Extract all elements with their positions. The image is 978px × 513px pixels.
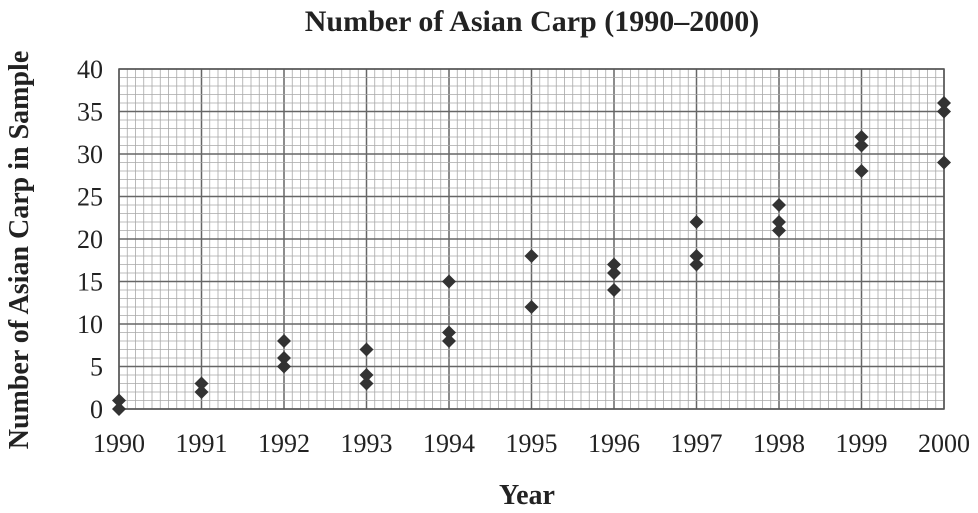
x-tick-label: 1991	[176, 429, 228, 458]
data-point	[359, 376, 374, 391]
data-point	[689, 257, 704, 272]
x-tick-label: 1994	[423, 429, 475, 458]
chart-title: Number of Asian Carp (1990–2000)	[305, 5, 759, 38]
y-tick-label: 15	[77, 268, 103, 297]
x-tick-label: 1999	[836, 429, 888, 458]
data-point	[194, 385, 209, 399]
data-point	[772, 215, 786, 229]
x-tick-labels: 1990 1991 1992 1993 1994 1995 1996 1997 1998 1999…	[93, 429, 970, 458]
data-point	[112, 393, 126, 408]
data-point	[442, 274, 456, 289]
y-axis-label: Number of Asian Carp in Sample	[4, 51, 35, 450]
data-point	[854, 130, 869, 144]
y-tick-label: 25	[77, 183, 103, 212]
data-points	[112, 96, 951, 416]
data-point	[112, 402, 126, 416]
plot-frame	[118, 68, 945, 410]
data-point	[937, 104, 951, 119]
y-tick-label: 20	[77, 225, 103, 254]
data-point	[194, 376, 209, 391]
x-tick-label: 1997	[671, 429, 723, 458]
data-point	[524, 249, 539, 263]
data-point	[772, 198, 786, 212]
data-point	[277, 334, 291, 348]
data-point	[854, 138, 869, 153]
data-point	[772, 223, 786, 238]
x-tick-label: 1995	[506, 429, 558, 458]
y-tick-label: 10	[77, 310, 103, 339]
data-point	[607, 283, 621, 297]
y-tick-label: 30	[77, 140, 103, 169]
grid	[118, 68, 945, 410]
data-point	[937, 155, 951, 170]
y-tick-label: 0	[90, 395, 103, 424]
data-point	[607, 266, 621, 280]
y-tick-label: 35	[77, 98, 103, 127]
data-point	[524, 300, 539, 314]
data-point	[689, 249, 704, 263]
x-tick-label: 1996	[588, 429, 640, 458]
x-tick-label: 1998	[753, 429, 805, 458]
data-point	[359, 342, 374, 357]
data-point	[607, 257, 621, 272]
data-point	[854, 164, 869, 178]
y-tick-labels: 0 5 10 15 20 25 30 35 40	[77, 55, 103, 424]
data-point	[359, 368, 374, 382]
data-point	[277, 359, 291, 374]
y-tick-label: 5	[90, 353, 103, 382]
data-point	[689, 215, 704, 229]
data-point	[442, 325, 456, 340]
y-tick-label: 40	[77, 55, 103, 84]
x-tick-label: 1993	[341, 429, 393, 458]
data-point	[277, 351, 291, 365]
data-point	[937, 96, 951, 110]
x-axis-label: Year	[499, 480, 555, 511]
x-tick-label: 2000	[918, 429, 970, 458]
x-tick-label: 1990	[93, 429, 145, 458]
data-point	[442, 334, 456, 348]
x-tick-label: 1992	[258, 429, 310, 458]
